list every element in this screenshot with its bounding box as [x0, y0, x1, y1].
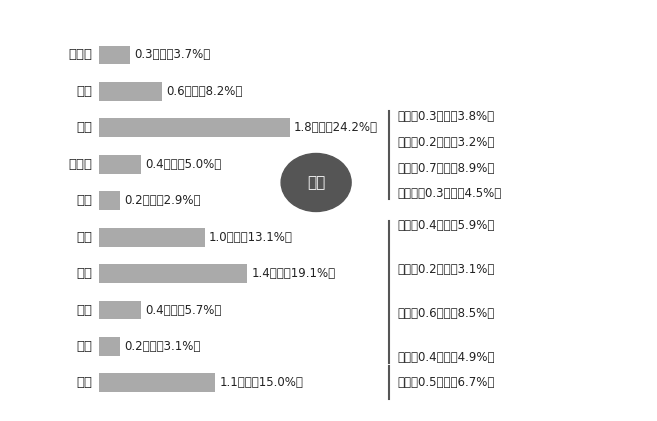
Text: 関東: 関東 [76, 121, 92, 134]
Text: 埼玉：0.3万人（3.8%）: 埼玉：0.3万人（3.8%） [397, 110, 495, 123]
Bar [99, 301, 141, 320]
Text: 関西: 関西 [76, 267, 92, 280]
Text: 東京：0.7万人（8.9%）: 東京：0.7万人（8.9%） [397, 162, 495, 175]
Text: 中国: 中国 [76, 304, 92, 317]
Bar [99, 264, 247, 283]
Bar [99, 228, 205, 247]
Text: 学科学生数計：74,732人: 学科学生数計：74,732人 [451, 30, 567, 43]
Bar [99, 82, 162, 101]
Bar [99, 191, 120, 210]
Text: 四国: 四国 [76, 340, 92, 353]
Text: 大阪：0.6万人（8.5%）: 大阪：0.6万人（8.5%） [397, 307, 495, 320]
Bar [99, 45, 130, 64]
Text: 0.2万人（2.9%）: 0.2万人（2.9%） [124, 194, 200, 207]
Text: 東北: 東北 [76, 85, 92, 98]
Text: 1.4万人（19.1%）: 1.4万人（19.1%） [252, 267, 336, 280]
Text: 京都：0.2万人（3.1%）: 京都：0.2万人（3.1%） [397, 263, 495, 276]
Text: 0.4万人（5.7%）: 0.4万人（5.7%） [145, 304, 221, 317]
Text: 0.2万人（3.1%）: 0.2万人（3.1%） [124, 340, 200, 353]
Bar [99, 155, 141, 174]
Bar [99, 373, 215, 392]
Text: 九州: 九州 [76, 376, 92, 389]
Bar [99, 337, 120, 356]
Text: 東海: 東海 [76, 231, 92, 244]
Text: 兵庫：0.4万人（4.9%）: 兵庫：0.4万人（4.9%） [397, 352, 495, 364]
Text: 1.0万人（13.1%）: 1.0万人（13.1%） [209, 231, 293, 244]
Text: 福岡：0.5万人（6.7%）: 福岡：0.5万人（6.7%） [397, 376, 495, 389]
Text: 北海道: 北海道 [68, 48, 92, 61]
Text: 1.1万人（15.0%）: 1.1万人（15.0%） [219, 376, 304, 389]
Text: 1.8万人（24.2%）: 1.8万人（24.2%） [294, 121, 378, 134]
Text: 0.3万人（3.7%）: 0.3万人（3.7%） [135, 48, 211, 61]
Text: 甲信越: 甲信越 [68, 158, 92, 171]
Text: 千葉：0.2万人（3.2%）: 千葉：0.2万人（3.2%） [397, 136, 495, 149]
Ellipse shape [281, 154, 351, 211]
Text: 0.6万人（8.2%）: 0.6万人（8.2%） [166, 85, 243, 98]
Text: 0.4万人（5.0%）: 0.4万人（5.0%） [145, 158, 221, 171]
Text: 神奈川：0.3万人（4.5%）: 神奈川：0.3万人（4.5%） [397, 187, 502, 200]
Bar [99, 118, 290, 137]
Text: 北陸: 北陸 [76, 194, 92, 207]
Text: 短大: 短大 [307, 175, 325, 190]
Text: 愛知：0.4万人（5.9%）: 愛知：0.4万人（5.9%） [397, 219, 495, 232]
